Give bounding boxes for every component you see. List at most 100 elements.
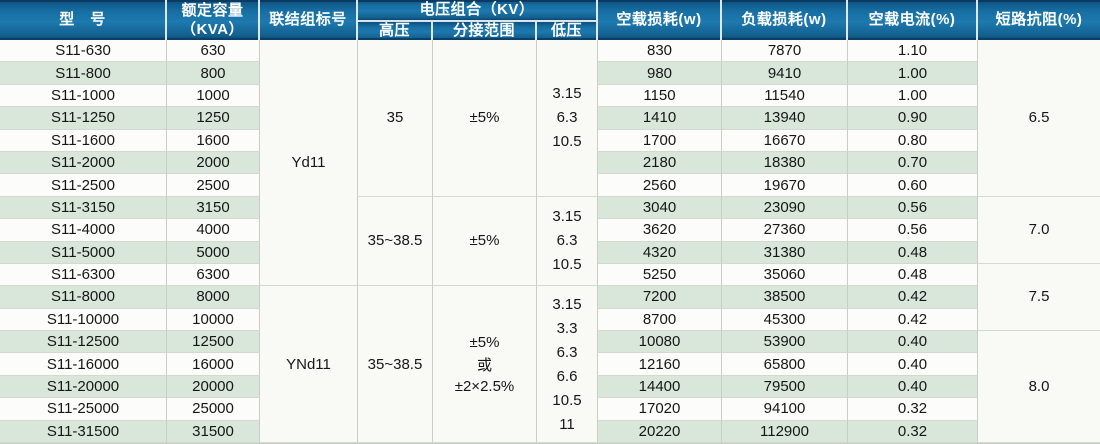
noload-loss-cell: 8700 [598,308,722,332]
noload-loss-cell: 14400 [598,375,722,399]
capacity-cell: 1000 [167,84,260,108]
header-voltage-group-label: 电压组合（KV） [419,1,535,19]
tap-range-line: ±5% [469,232,500,250]
header-capacity-line1: 额定容量 [181,2,244,20]
capacity-cell: 2500 [167,174,260,197]
header-impedance: 短路抗阻(%) [978,0,1100,40]
load-loss-cell: 45300 [722,308,848,332]
tap-range-lines: ±5% [470,232,500,249]
lv-value-line: 6.3 [556,232,578,250]
header-hv-label: 高压 [378,22,410,40]
model-cell: S11-16000 [0,353,167,376]
header-noload-loss-label: 空载损耗(w) [616,11,702,29]
lv-value-line: 3.15 [552,85,582,103]
noload-loss-cell: 1410 [598,107,722,130]
model-cell: S11-2000 [0,151,167,175]
noload-loss-cell: 980 [598,62,722,85]
hv-cell: 35 [358,40,433,197]
tap-range-line: ±2×2.5% [454,377,515,395]
model-cell: S11-1250 [0,107,167,130]
noload-current-cell: 0.90 [848,107,978,130]
capacity-cell: 20000 [167,375,260,399]
load-loss-cell: 13940 [722,107,848,130]
noload-current-cell: 0.42 [848,308,978,332]
noload-loss-cell: 7200 [598,286,722,309]
noload-loss-cell: 20220 [598,420,722,443]
noload-current-cell: 1.10 [848,40,978,63]
lv-value-lines: 3.15 6.3 10.5 [552,85,581,150]
load-loss-cell: 35060 [722,263,848,287]
capacity-cell: 6300 [167,263,260,287]
capacity-cell: 800 [167,62,260,85]
load-loss-cell: 9410 [722,62,848,85]
header-capacity: 额定容量 （KVA） [167,0,260,40]
header-tap-range-label: 分接范围 [452,22,515,40]
tap-range-lines: ±5% 或 ±2×2.5% [455,334,515,395]
load-loss-cell: 11540 [722,84,848,108]
lv-value-line: 10.5 [552,391,582,409]
lv-value-line: 3.15 [552,295,582,313]
model-cell: S11-8000 [0,286,167,309]
tap-range-lines: ±5% [470,109,500,126]
hv-cell: 35~38.5 [358,196,433,287]
model-cell: S11-2500 [0,174,167,197]
load-loss-cell: 38500 [722,286,848,309]
tap-range-cell: ±5% 或 ±2×2.5% [433,286,537,443]
model-cell: S11-3150 [0,196,167,220]
model-cell: S11-10000 [0,308,167,332]
capacity-cell: 5000 [167,241,260,264]
noload-current-cell: 0.60 [848,174,978,197]
model-cell: S11-5000 [0,241,167,264]
model-cell: S11-6300 [0,263,167,287]
header-load-loss-label: 负载损耗(w) [741,11,827,29]
impedance-cell: 6.5 [978,40,1100,197]
header-tap-range: 分接范围 [433,20,537,40]
noload-current-cell: 0.80 [848,129,978,152]
capacity-cell: 1600 [167,129,260,152]
noload-current-cell: 0.56 [848,219,978,242]
model-cell: S11-800 [0,62,167,85]
model-cell: S11-20000 [0,375,167,399]
capacity-cell: 12500 [167,331,260,354]
load-loss-cell: 7870 [722,40,848,63]
load-loss-cell: 112900 [722,420,848,443]
lv-value-line: 10.5 [552,256,582,274]
header-model: 型 号 [0,0,167,40]
lv-cell: 3.15 3.3 6.3 6.6 10.5 11 [537,286,598,443]
noload-loss-cell: 1150 [598,84,722,108]
noload-current-cell: 0.56 [848,196,978,220]
noload-current-cell: 0.48 [848,241,978,264]
tap-range-line: ±5% [469,333,500,351]
header-capacity-line2: （KVA） [180,20,245,38]
noload-loss-cell: 4320 [598,241,722,264]
noload-loss-cell: 2560 [598,174,722,197]
noload-current-cell: 0.70 [848,151,978,175]
lv-value-line: 3.3 [556,319,578,337]
lv-value-line: 6.6 [556,367,578,385]
noload-current-cell: 0.42 [848,286,978,309]
header-impedance-label: 短路抗阻(%) [995,11,1083,29]
header-connection: 联结组标号 [260,0,358,40]
noload-current-cell: 0.40 [848,353,978,376]
connection-group-cell: Yd11 [260,40,358,287]
lv-cell: 3.15 6.3 10.5 [537,40,598,197]
header-noload-current-label: 空载电流(%) [868,11,956,29]
model-cell: S11-25000 [0,398,167,421]
load-loss-cell: 65800 [722,353,848,376]
capacity-cell: 8000 [167,286,260,309]
capacity-cell: 2000 [167,151,260,175]
header-lv-label: 低压 [550,22,582,40]
lv-value-lines: 3.15 6.3 10.5 [552,208,581,273]
lv-value-lines: 3.15 3.3 6.3 6.6 10.5 11 [552,296,581,433]
load-loss-cell: 16670 [722,129,848,152]
noload-current-cell: 0.40 [848,375,978,399]
header-noload-current: 空载电流(%) [848,0,978,40]
noload-loss-cell: 3040 [598,196,722,220]
load-loss-cell: 19670 [722,174,848,197]
lv-value-line: 10.5 [552,133,582,151]
model-cell: S11-630 [0,40,167,63]
model-cell: S11-12500 [0,331,167,354]
load-loss-cell: 31380 [722,241,848,264]
noload-current-cell: 0.32 [848,420,978,443]
